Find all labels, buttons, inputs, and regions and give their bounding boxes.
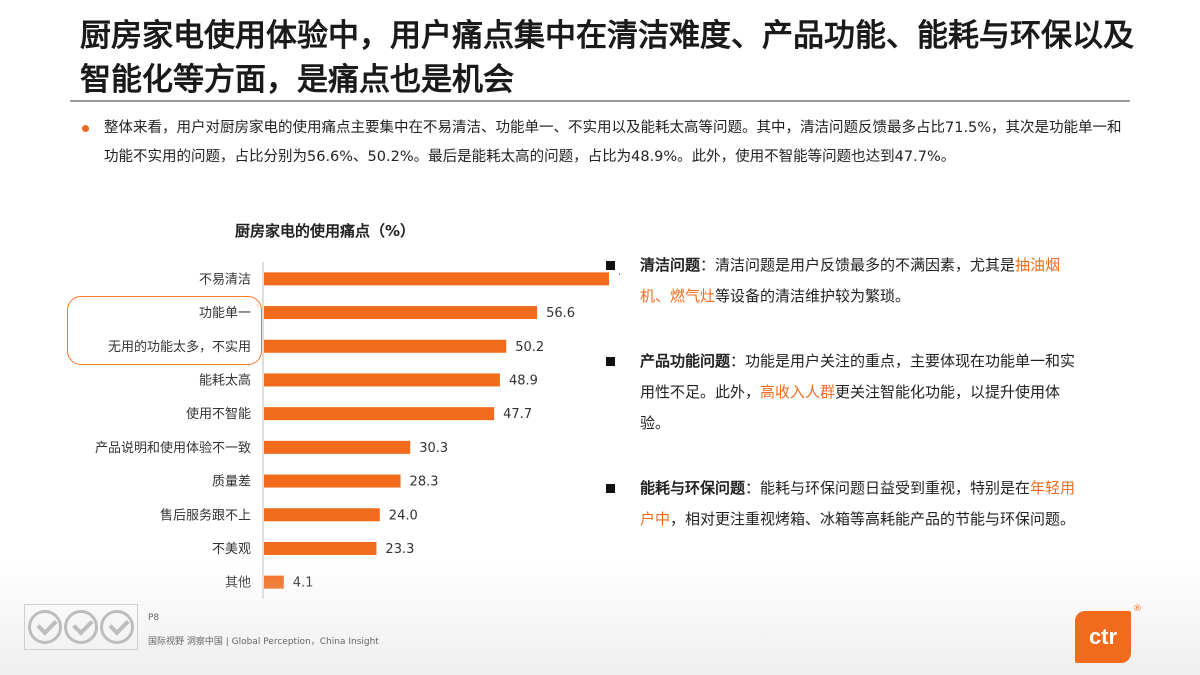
bar — [264, 541, 377, 555]
category-label: 不美观 — [212, 542, 251, 557]
highlight-text: 高收入人群 — [760, 383, 836, 401]
value-label: 56.6 — [546, 306, 575, 321]
value-label: 71.5 — [618, 272, 620, 287]
square-bullet-icon — [606, 261, 615, 270]
bar — [264, 373, 500, 387]
highlight-text: 抽油烟机、燃气灶 — [640, 256, 1061, 305]
check-badge-icon — [100, 610, 134, 644]
insight-text: 能耗与环保问题日益受到重视，特别是在 — [760, 479, 1031, 497]
highlight-text: 年轻用户中 — [640, 479, 1076, 528]
bar — [264, 407, 495, 421]
highlight-box — [67, 296, 262, 365]
bar — [264, 440, 411, 454]
category-label: 使用不智能 — [186, 406, 251, 422]
title-divider — [70, 100, 1130, 102]
bar — [264, 508, 380, 522]
category-label: 能耗太高 — [199, 372, 251, 388]
check-badge-icon — [64, 610, 98, 644]
category-label: 不易清洁 — [199, 272, 251, 287]
insight-item: 能耗与环保问题：能耗与环保问题日益受到重视，特别是在年轻用户中，相对更注重视烤箱… — [606, 473, 1086, 535]
insight-item: 产品功能问题：功能是用户关注的重点，主要体现在功能单一和实用性不足。此外，高收入… — [606, 346, 1086, 473]
category-label: 无用的功能太多，不实用 — [108, 339, 251, 355]
insight-separator: ： — [745, 479, 761, 497]
value-label: 30.3 — [419, 441, 448, 456]
insight-list: 清洁问题：清洁问题是用户反馈最多的不满因素，尤其是抽油烟机、燃气灶等设备的清洁维… — [606, 250, 1086, 535]
insight-separator: ： — [730, 352, 746, 370]
square-bullet-icon — [606, 484, 615, 493]
square-bullet-icon — [606, 357, 615, 366]
summary-text: 整体来看，用户对厨房家电的使用痛点主要集中在不易清洁、功能单一、不实用以及能耗太… — [104, 120, 1122, 165]
registered-mark: ® — [1133, 604, 1142, 614]
insight-text: 清洁问题是用户反馈最多的不满因素，尤其是 — [715, 256, 1016, 274]
insight-label: 能耗与环保问题 — [640, 479, 746, 497]
page-title: 厨房家电使用体验中，用户痛点集中在清洁难度、产品功能、能耗与环保以及智能化等方面… — [80, 18, 1134, 98]
insight-body: 产品功能问题：功能是用户关注的重点，主要体现在功能单一和实用性不足。此外，高收入… — [606, 346, 1086, 439]
chart-title: 厨房家电的使用痛点（%） — [234, 222, 416, 240]
value-label: 50.2 — [515, 340, 544, 355]
category-label: 质量差 — [212, 475, 251, 490]
bar-chart: 不易清洁 71.5 功能单一 56.6 无用的功能太多，不实用 50.2 能耗太高 48.9 使… — [95, 262, 620, 599]
bar — [264, 474, 401, 488]
bar — [264, 339, 507, 353]
background-haze — [0, 560, 1200, 675]
insight-body: 能耗与环保问题：能耗与环保问题日益受到重视，特别是在年轻用户中，相对更注重视烤箱… — [606, 473, 1086, 535]
page-number: P8 — [148, 613, 160, 623]
bullet-dot-icon — [82, 125, 89, 132]
summary-paragraph: 整体来看，用户对厨房家电的使用痛点主要集中在不易清洁、功能单一、不实用以及能耗太… — [82, 114, 1122, 172]
footer-tagline: 国际视野 洞察中国 | Global Perception，China Insi… — [148, 637, 379, 647]
bar — [264, 306, 538, 320]
insight-text: 等设备的清洁维护较为繁琐。 — [715, 287, 911, 305]
ctr-logo: ctr — [1075, 611, 1131, 663]
category-label: 功能单一 — [199, 306, 251, 321]
value-label: 47.7 — [503, 407, 532, 422]
value-label: 23.3 — [385, 542, 414, 557]
insight-label: 产品功能问题 — [640, 352, 731, 370]
value-label: 24.0 — [389, 508, 418, 523]
insight-text: 更关注智能化功能，以提升使用体验。 — [640, 383, 1061, 432]
bar — [264, 272, 609, 286]
insight-label: 清洁问题 — [640, 256, 701, 274]
insight-text: 功能是用户关注的重点，主要体现在功能单一和实用性不足。此外， — [640, 352, 1076, 401]
check-badge-icon — [28, 610, 62, 644]
category-label: 售后服务跟不上 — [160, 507, 251, 523]
insight-text: ，相对更注重视烤箱、冰箱等高耗能产品的节能与环保问题。 — [670, 510, 1076, 528]
value-label: 48.9 — [509, 373, 538, 388]
insight-item: 清洁问题：清洁问题是用户反馈最多的不满因素，尤其是抽油烟机、燃气灶等设备的清洁维… — [606, 250, 1086, 346]
category-label: 产品说明和使用体验不一致 — [95, 440, 251, 456]
insight-separator: ： — [700, 256, 716, 274]
value-label: 28.3 — [410, 475, 439, 490]
insight-body: 清洁问题：清洁问题是用户反馈最多的不满因素，尤其是抽油烟机、燃气灶等设备的清洁维… — [606, 250, 1086, 312]
badge-frame — [24, 604, 138, 650]
